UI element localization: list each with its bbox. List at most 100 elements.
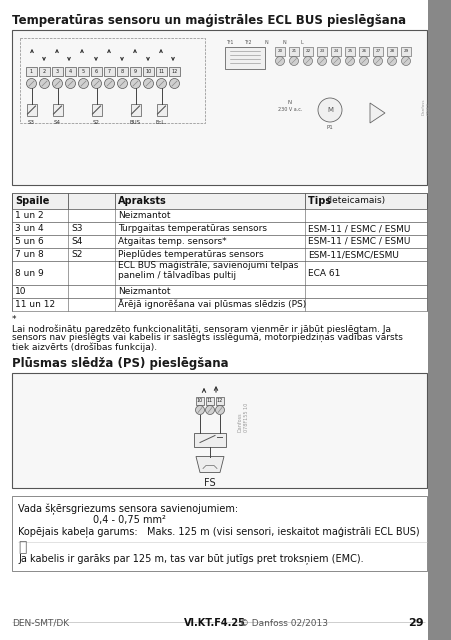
Polygon shape	[370, 103, 385, 123]
Bar	[12, 30, 427, 185]
Text: ESM-11 / ESMC / ESMU: ESM-11 / ESMC / ESMU	[308, 224, 410, 233]
Text: sensors nav pieslēgts vai kabelis ir saslēgts isslēgumā, motorpiedziņas vadības : sensors nav pieslēgts vai kabelis ir sas…	[12, 333, 403, 342]
Text: Ja kabelis ir garāks par 125 m, tas var būt jutīgs pret troksņiem (EMC).: Ja kabelis ir garāks par 125 m, tas var …	[18, 553, 364, 564]
Text: 7 un 8: 7 un 8	[15, 250, 44, 259]
Text: 11 un 12: 11 un 12	[15, 300, 55, 309]
Circle shape	[143, 79, 153, 88]
Text: 24: 24	[333, 49, 339, 54]
Text: 22: 22	[305, 49, 311, 54]
Text: 2: 2	[43, 69, 46, 74]
Bar	[12, 222, 427, 235]
Text: Apraksts: Apraksts	[118, 196, 167, 206]
Bar	[12, 496, 427, 571]
Bar	[169, 67, 180, 76]
Text: (Ieteicamais): (Ieteicamais)	[326, 196, 385, 205]
Bar	[156, 67, 167, 76]
Text: 12: 12	[217, 399, 223, 403]
Text: Neizmantot: Neizmantot	[118, 211, 170, 220]
Bar	[289, 47, 299, 56]
Text: N: N	[288, 100, 292, 105]
Text: S3: S3	[71, 224, 83, 233]
Text: 28: 28	[389, 49, 395, 54]
Text: 4: 4	[69, 69, 72, 74]
Circle shape	[130, 79, 141, 88]
Bar	[345, 47, 355, 56]
Bar	[387, 47, 397, 56]
Text: 12: 12	[171, 69, 178, 74]
Circle shape	[78, 79, 88, 88]
Text: Danfoss
078F155 10: Danfoss 078F155 10	[238, 403, 249, 432]
Text: panelim / tālvadības pultij: panelim / tālvadības pultij	[118, 271, 236, 280]
Bar	[143, 67, 154, 76]
Circle shape	[156, 79, 166, 88]
Text: 20: 20	[277, 49, 283, 54]
Text: N: N	[282, 40, 286, 45]
Circle shape	[118, 79, 128, 88]
Bar	[359, 47, 369, 56]
Text: 9: 9	[134, 69, 137, 74]
Text: Temperatūras sensoru un maģistrāles ECL BUS pieslēgšana: Temperatūras sensoru un maģistrāles ECL …	[12, 14, 406, 27]
Text: ECL BUS maģistrāle, savienojumi telpas: ECL BUS maģistrāle, savienojumi telpas	[118, 262, 299, 271]
Text: Atgaitas temp. sensors*: Atgaitas temp. sensors*	[118, 237, 226, 246]
Text: 3 un 4: 3 un 4	[15, 224, 44, 233]
Circle shape	[276, 56, 285, 65]
Bar	[52, 67, 63, 76]
Bar	[117, 67, 128, 76]
Text: 3: 3	[56, 69, 59, 74]
Bar	[12, 209, 427, 222]
Circle shape	[105, 79, 115, 88]
Text: N: N	[264, 40, 268, 45]
Circle shape	[170, 79, 179, 88]
Text: 0,4 - 0,75 mm²: 0,4 - 0,75 mm²	[18, 515, 166, 525]
Bar	[78, 67, 89, 76]
Text: Neizmantot: Neizmantot	[118, 287, 170, 296]
Text: 11: 11	[158, 69, 165, 74]
Bar	[331, 47, 341, 56]
Text: ✋: ✋	[18, 540, 26, 554]
Circle shape	[318, 56, 327, 65]
Text: Ārējā ignorēšana vai plūsmas slēdzis (PS): Ārējā ignorēšana vai plūsmas slēdzis (PS…	[118, 300, 306, 309]
Text: Lai nodrošinātu paredzēto funkcionalitāti, sensoram vienmēr ir jābūt pieslēgtam.: Lai nodrošinātu paredzēto funkcionalitāt…	[12, 324, 391, 333]
Text: Tr2: Tr2	[244, 40, 252, 45]
Circle shape	[304, 56, 313, 65]
Text: 1 un 2: 1 un 2	[15, 211, 44, 220]
Bar	[206, 397, 214, 405]
Text: EcL.: EcL.	[156, 120, 167, 125]
Text: 29: 29	[403, 49, 409, 54]
Circle shape	[373, 56, 382, 65]
Text: P1: P1	[327, 125, 333, 130]
Text: 11: 11	[207, 399, 213, 403]
Bar	[104, 67, 115, 76]
Bar	[303, 47, 313, 56]
Bar	[12, 373, 427, 488]
Text: 10: 10	[197, 399, 203, 403]
Bar	[91, 67, 102, 76]
Bar	[65, 67, 76, 76]
Bar	[26, 67, 37, 76]
Bar	[130, 67, 141, 76]
Text: S4: S4	[54, 120, 61, 125]
Text: ECA 61: ECA 61	[308, 269, 341, 278]
Circle shape	[290, 56, 299, 65]
Text: 21: 21	[291, 49, 297, 54]
Text: *: *	[12, 315, 19, 324]
Text: 7: 7	[108, 69, 111, 74]
Text: Plūsmas slēdža (PS) pieslēgšana: Plūsmas slēdža (PS) pieslēgšana	[12, 357, 229, 370]
Text: Spaile: Spaile	[15, 196, 49, 206]
Text: BUS: BUS	[130, 120, 141, 125]
Text: Danfoss
078F2...: Danfoss 078F2...	[422, 99, 431, 115]
Bar	[27, 104, 37, 116]
Bar	[20, 38, 205, 123]
Circle shape	[195, 406, 204, 415]
Bar	[12, 235, 427, 248]
Text: tiek aizvērts (drošības funkcija).: tiek aizvērts (drošības funkcija).	[12, 342, 157, 351]
Text: 5: 5	[82, 69, 85, 74]
Bar	[373, 47, 383, 56]
Circle shape	[52, 79, 63, 88]
Bar	[216, 397, 224, 405]
Circle shape	[216, 406, 225, 415]
Circle shape	[345, 56, 354, 65]
Bar	[12, 248, 427, 261]
Text: Pieplūdes temperatūras sensors: Pieplūdes temperatūras sensors	[118, 250, 264, 259]
Text: ESM-11 / ESMC / ESMU: ESM-11 / ESMC / ESMU	[308, 237, 410, 246]
